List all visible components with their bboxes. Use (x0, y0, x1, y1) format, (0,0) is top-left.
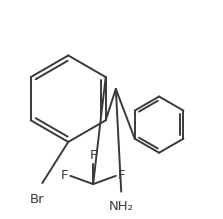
Text: F: F (89, 149, 97, 162)
Text: Br: Br (30, 193, 44, 206)
Text: NH₂: NH₂ (109, 200, 134, 213)
Text: F: F (118, 169, 125, 182)
Text: F: F (61, 169, 69, 182)
